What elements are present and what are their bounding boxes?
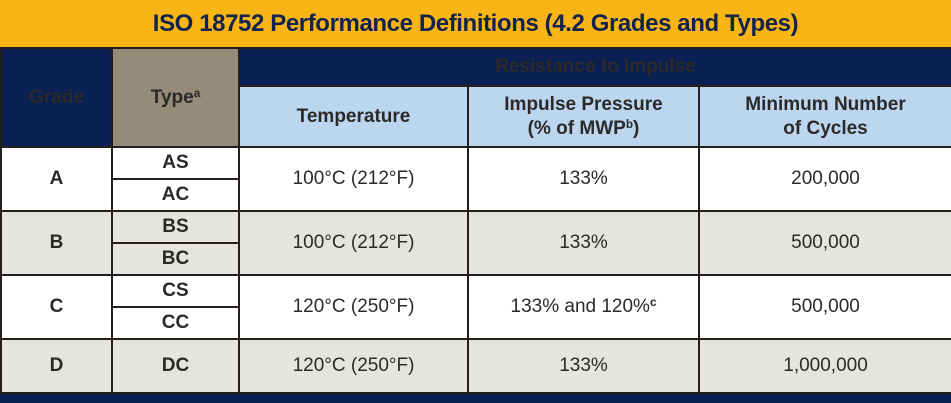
grade-d-temperature-cell: 120°C (250°F) xyxy=(238,338,469,394)
type-bs-cell: BS xyxy=(111,210,240,244)
grade-a-cell: A xyxy=(0,146,113,212)
grade-b-temperature-cell: 100°C (212°F) xyxy=(238,210,469,276)
type-bc-cell: BC xyxy=(111,242,240,276)
type-footnote-marker: a xyxy=(193,86,201,100)
grade-a-temperature-cell: 100°C (212°F) xyxy=(238,146,469,212)
bottom-navy-bar xyxy=(0,394,951,403)
grade-b-cycles-cell: 500,000 xyxy=(697,210,951,276)
column-header-impulse-pressure: Impulse Pressure (% of MWPb) xyxy=(467,85,700,148)
column-header-type: Typea xyxy=(111,47,240,148)
resistance-to-impulse-banner: Resistance to Impulse xyxy=(237,47,951,87)
impulse-header-line1: Impulse Pressure xyxy=(504,93,663,115)
page-title: ISO 18752 Performance Definitions (4.2 G… xyxy=(152,9,799,37)
grade-a-impulse-cell: 133% xyxy=(467,146,700,212)
table-row-grade-d: D DC 120°C (250°F) 133% 1,000,000 xyxy=(0,338,951,394)
table-row-grade-a: A AS 100°C (212°F) 133% 200,000 xyxy=(0,146,951,212)
table-row-grade-c: C CS 120°C (250°F) 133% and 120%c 500,00… xyxy=(0,274,951,340)
impulse-c-footnote-marker: c xyxy=(649,296,657,310)
type-cs-cell: CS xyxy=(111,274,240,308)
grade-b-cell: B xyxy=(0,210,113,276)
grade-c-impulse-cell: 133% and 120%c xyxy=(467,274,700,340)
grade-d-impulse-cell: 133% xyxy=(467,338,700,394)
column-header-min-cycles: Minimum Number of Cycles xyxy=(697,85,951,148)
cycles-header-line1: Minimum Number xyxy=(745,93,906,115)
table-row-grade-b: B BS 100°C (212°F) 133% 500,000 xyxy=(0,210,951,276)
impulse-header-line2: (% of MWPb) xyxy=(527,117,640,139)
grade-a-cycles-cell: 200,000 xyxy=(697,146,951,212)
grade-d-cell: D xyxy=(0,338,113,394)
column-header-grade: Grade xyxy=(0,47,113,148)
title-bar: ISO 18752 Performance Definitions (4.2 G… xyxy=(0,0,951,47)
type-header-label: Type xyxy=(150,86,194,108)
grade-c-cycles-cell: 500,000 xyxy=(697,274,951,340)
grades-types-table: Grade Typea Resistance to Impulse Temper… xyxy=(0,47,951,394)
grade-b-impulse-cell: 133% xyxy=(467,210,700,276)
grade-d-cycles-cell: 1,000,000 xyxy=(697,338,951,394)
cycles-header-line2: of Cycles xyxy=(783,117,868,139)
grade-c-temperature-cell: 120°C (250°F) xyxy=(238,274,469,340)
table-row-grade-c2: CC xyxy=(1,306,951,340)
table-row-grade-b2: BC xyxy=(1,242,951,276)
mwp-footnote-marker: b xyxy=(625,117,633,131)
grade-header-label: Grade xyxy=(29,86,84,108)
type-as-cell: AS xyxy=(111,146,240,180)
grade-c-cell: C xyxy=(0,274,113,340)
type-cc-cell: CC xyxy=(111,306,240,340)
type-dc-cell: DC xyxy=(111,338,240,394)
column-header-temperature: Temperature xyxy=(238,85,469,148)
type-ac-cell: AC xyxy=(111,178,240,212)
table-row-grade-a2: AC xyxy=(1,178,951,212)
